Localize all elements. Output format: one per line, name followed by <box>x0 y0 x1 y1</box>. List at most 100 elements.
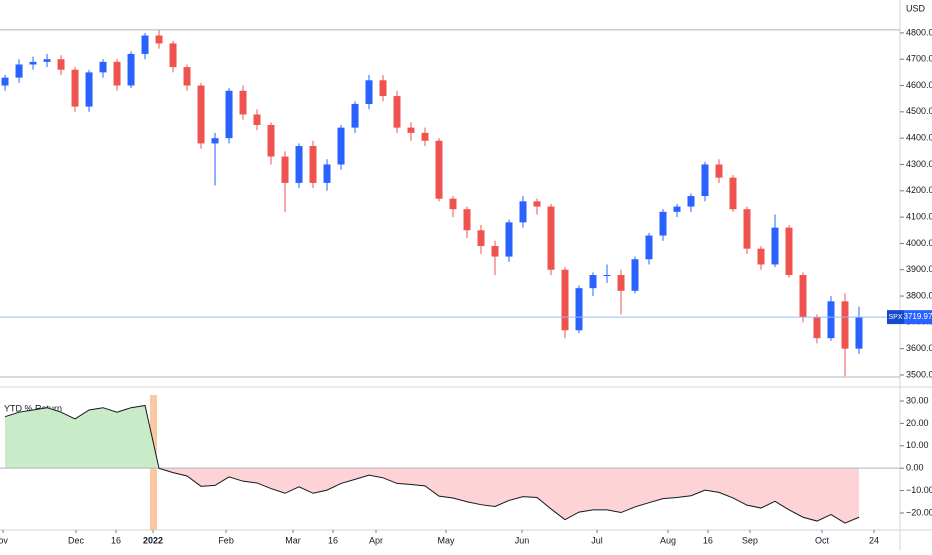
candle-body <box>225 90 233 139</box>
y-tick-label: 4500.00 <box>906 106 932 116</box>
candle-body <box>827 301 835 339</box>
candle-body <box>687 196 695 207</box>
candle-body <box>351 103 359 128</box>
candle-body <box>729 177 737 210</box>
candle-body <box>99 61 107 73</box>
candle-body <box>477 230 485 247</box>
candle-body <box>659 211 667 236</box>
candle-body <box>771 227 779 265</box>
candle-body <box>855 317 863 349</box>
x-tick-label: ov <box>0 535 8 545</box>
candle-body <box>743 209 751 249</box>
candle-body <box>603 275 611 276</box>
last-price-label: 3719.97 <box>904 312 932 321</box>
candle-body <box>127 53 135 86</box>
return-line <box>4 404 860 524</box>
y-tick-label: 0.00 <box>906 463 924 473</box>
y-tick-label: 4000.00 <box>906 238 932 248</box>
candle-body <box>463 209 471 231</box>
candle-body <box>309 146 317 183</box>
negative-area <box>5 468 859 524</box>
candle-body <box>505 222 513 257</box>
y-tick-label: 4200.00 <box>906 185 932 195</box>
x-tick-label: Sep <box>742 535 758 545</box>
candle-body <box>701 164 709 197</box>
y-tick-label: 3500.00 <box>906 369 932 379</box>
x-tick-label: 24 <box>869 535 879 545</box>
candle-body <box>435 140 443 199</box>
y-tick-label: 30.00 <box>906 395 929 405</box>
candle-body <box>85 72 93 107</box>
candle-body <box>407 127 415 133</box>
candle-body <box>715 164 723 178</box>
candle-body <box>575 288 583 331</box>
y-tick-label: 10.00 <box>906 440 929 450</box>
candle-body <box>645 235 653 260</box>
x-tick-label: Jul <box>591 535 603 545</box>
candle-body <box>141 35 149 54</box>
candle-body <box>449 198 457 210</box>
candle-body <box>785 227 793 275</box>
y-tick-label: 4600.00 <box>906 80 932 90</box>
y-tick-label: 4700.00 <box>906 54 932 64</box>
candle-body <box>15 64 23 78</box>
x-tick-label: Dec <box>68 535 85 545</box>
candle-body <box>421 132 429 141</box>
candle-body <box>239 90 247 115</box>
candle-body <box>547 206 555 270</box>
candle-body <box>673 206 681 212</box>
x-tick-label: Oct <box>815 535 830 545</box>
candle-body <box>589 275 597 289</box>
positive-area <box>5 405 159 469</box>
currency-label: USD <box>906 3 926 13</box>
candle-body <box>813 317 821 339</box>
candle-body <box>561 269 569 331</box>
y-tick-label: 3800.00 <box>906 290 932 300</box>
candle-body <box>113 61 121 86</box>
candle-body <box>323 164 331 183</box>
x-tick-label: May <box>438 535 456 545</box>
indicator-title: YTD % Return <box>4 403 62 413</box>
candle-body <box>211 138 219 144</box>
y-tick-label: 3600.00 <box>906 343 932 353</box>
y-tick-label: 3900.00 <box>906 264 932 274</box>
candle-body <box>267 125 275 157</box>
candle-body <box>197 85 205 144</box>
candle-body <box>393 96 401 128</box>
y-tick-label: 20.00 <box>906 418 929 428</box>
y-tick-label: 4100.00 <box>906 211 932 221</box>
candle-body <box>757 248 765 265</box>
x-tick-label: 16 <box>703 535 713 545</box>
candle-body <box>29 61 37 65</box>
x-tick-label: Mar <box>285 535 301 545</box>
candle-body <box>169 43 177 68</box>
x-tick-label: Feb <box>218 535 234 545</box>
symbol-tag <box>887 310 904 325</box>
x-tick-label: 16 <box>111 535 121 545</box>
candle-body <box>295 146 303 183</box>
candle-body <box>1 77 9 86</box>
candle-body <box>337 127 345 165</box>
x-tick-label: 16 <box>328 535 338 545</box>
candle-body <box>183 67 191 86</box>
candle-body <box>43 59 51 62</box>
candle-body <box>155 35 163 44</box>
y-tick-label: −10.00 <box>906 485 932 495</box>
symbol-label: SPX <box>888 314 902 321</box>
candle-body <box>57 59 65 70</box>
candle-body <box>533 201 541 207</box>
candle-body <box>491 246 499 257</box>
candle-body <box>281 156 289 183</box>
candle-body <box>841 301 849 349</box>
price-tag <box>904 310 932 325</box>
candle-body <box>71 69 79 107</box>
y-tick-label: 4800.00 <box>906 27 932 37</box>
x-tick-label: Apr <box>369 535 383 545</box>
y-tick-label: −20.00 <box>906 507 932 517</box>
y-tick-label: 4400.00 <box>906 133 932 143</box>
candle-body <box>365 80 373 104</box>
candle-body <box>519 201 527 223</box>
x-tick-label: Jun <box>515 535 530 545</box>
candle-body <box>617 275 625 291</box>
